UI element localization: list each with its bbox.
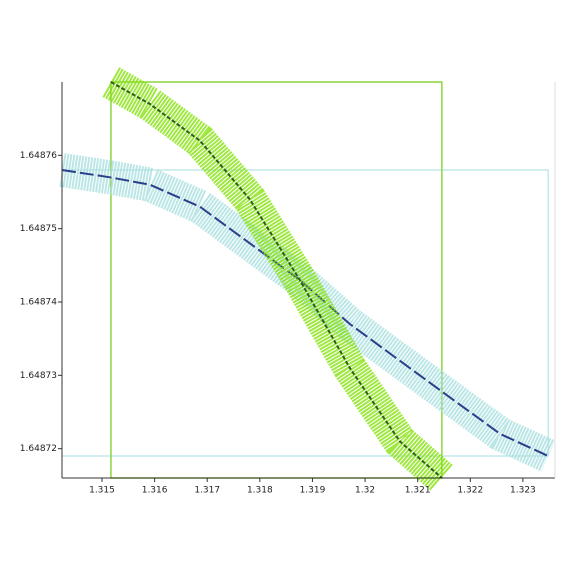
x-tick-label: 1.321 <box>405 486 431 496</box>
y-tick-label: 1.64874 <box>20 298 57 308</box>
x-tick-label: 1.316 <box>142 486 168 496</box>
x-tick-label: 1.318 <box>247 486 273 496</box>
point-cloud <box>102 67 454 491</box>
series-line <box>61 169 549 457</box>
x-tick-label: 1.317 <box>194 486 220 496</box>
y-tick-label: 1.64876 <box>20 151 57 161</box>
x-tick-label: 1.323 <box>510 486 536 496</box>
x-tick-label: 1.319 <box>300 486 326 496</box>
series-line <box>110 81 443 479</box>
x-tick-label: 1.32 <box>355 486 375 496</box>
y-tick-label: 1.64872 <box>20 444 57 454</box>
x-tick-label: 1.315 <box>89 486 115 496</box>
y-tick-label: 1.64875 <box>20 224 57 234</box>
x-tick-label: 1.322 <box>457 486 483 496</box>
y-tick-label: 1.64873 <box>20 371 57 381</box>
